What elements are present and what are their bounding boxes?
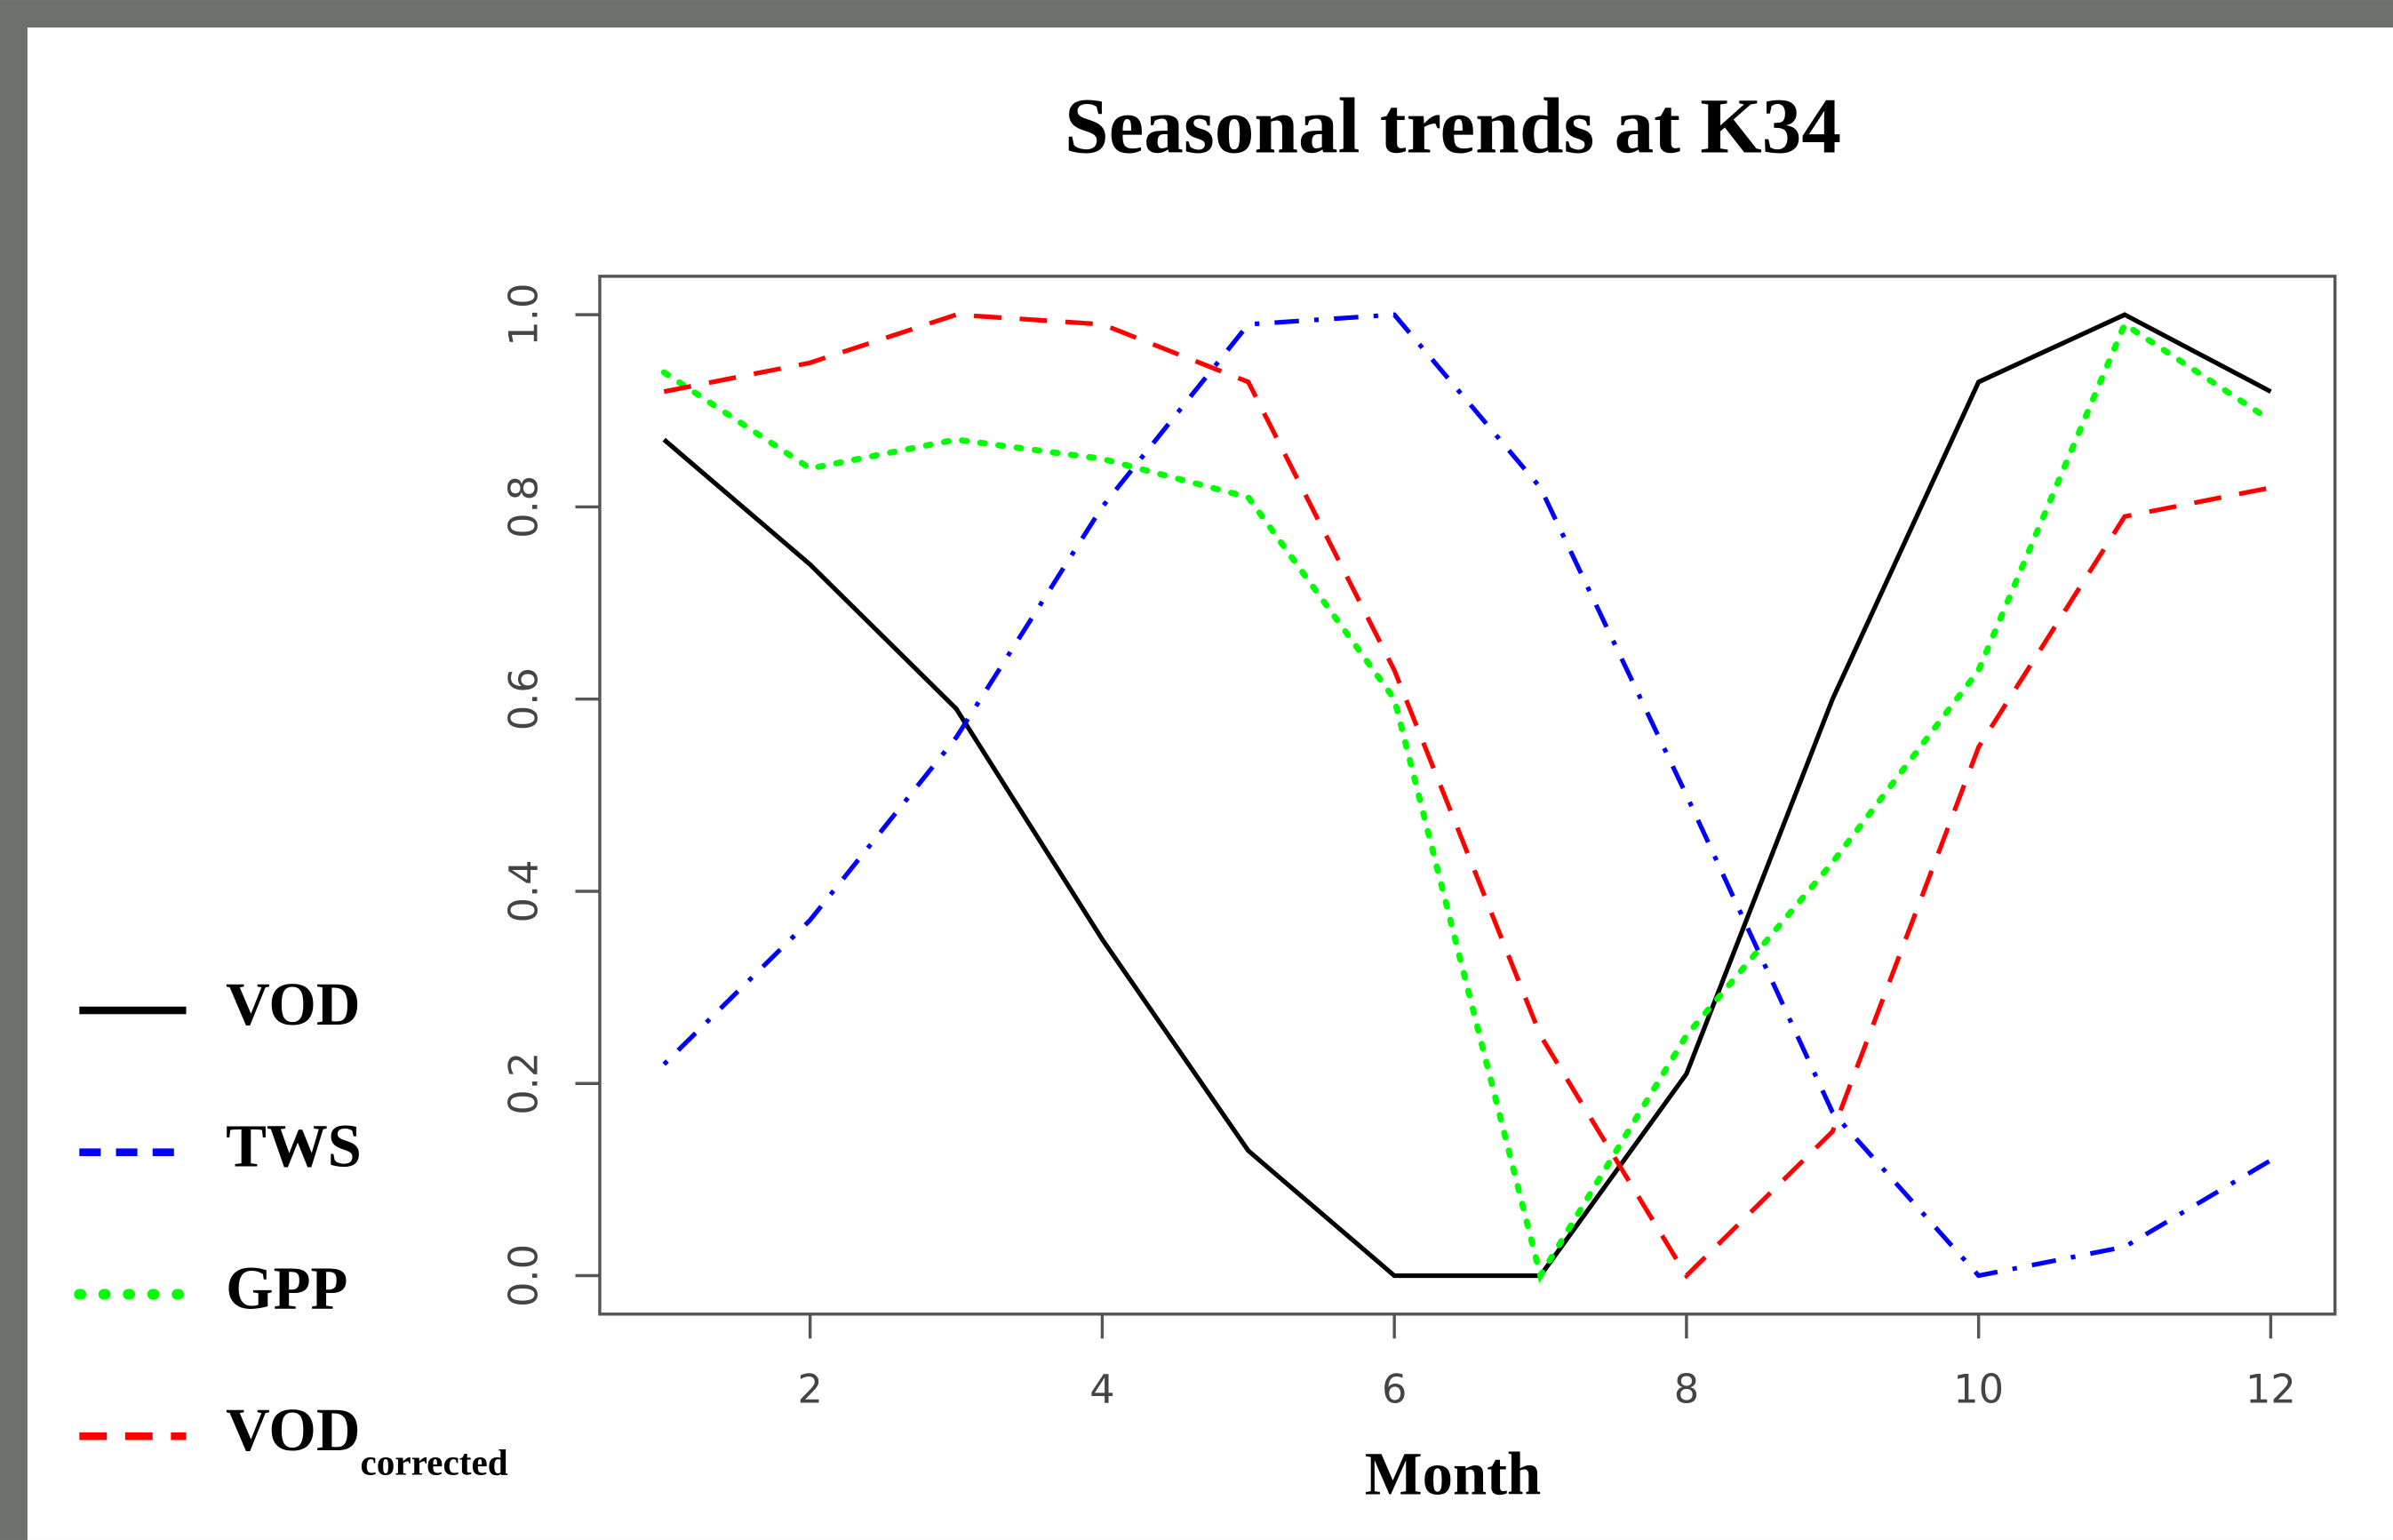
y-tick-label: 0.2	[501, 1052, 547, 1115]
x-tick-label: 10	[1953, 1366, 2004, 1412]
plot-frame	[598, 275, 2337, 1316]
y-tick-label: 0.4	[501, 859, 547, 922]
x-tick-label: 4	[1089, 1366, 1114, 1412]
legend-label: TWS	[226, 1112, 362, 1179]
x-axis-label: Month	[1365, 1440, 1541, 1508]
chart-title: Seasonal trends at K34	[1065, 83, 1841, 171]
x-tick-label: 8	[1674, 1366, 1699, 1412]
series-line	[660, 319, 2274, 1284]
legend-name: GPP	[226, 1254, 347, 1321]
x-tick-label: 2	[797, 1366, 822, 1412]
legend-label: GPP	[226, 1254, 347, 1321]
series-line	[663, 312, 2271, 1280]
panel	[27, 27, 2393, 1540]
legend-name: VOD	[226, 1396, 360, 1464]
legend-label: VOD	[226, 970, 360, 1038]
x-tick-label: 6	[1382, 1366, 1407, 1412]
legend-label: VODcorrected	[226, 1396, 508, 1483]
legend-subscript: corrected	[360, 1442, 507, 1483]
y-tick-label: 0.0	[501, 1244, 547, 1307]
series-line	[662, 312, 2272, 1279]
legend-name: VOD	[226, 970, 360, 1038]
series-line	[662, 312, 2272, 1279]
y-tick-label: 1.0	[501, 283, 547, 347]
y-tick-label: 0.6	[501, 667, 547, 730]
x-tick-label: 12	[2245, 1366, 2296, 1412]
legend-name: TWS	[226, 1112, 362, 1179]
y-tick-label: 0.8	[501, 475, 547, 539]
